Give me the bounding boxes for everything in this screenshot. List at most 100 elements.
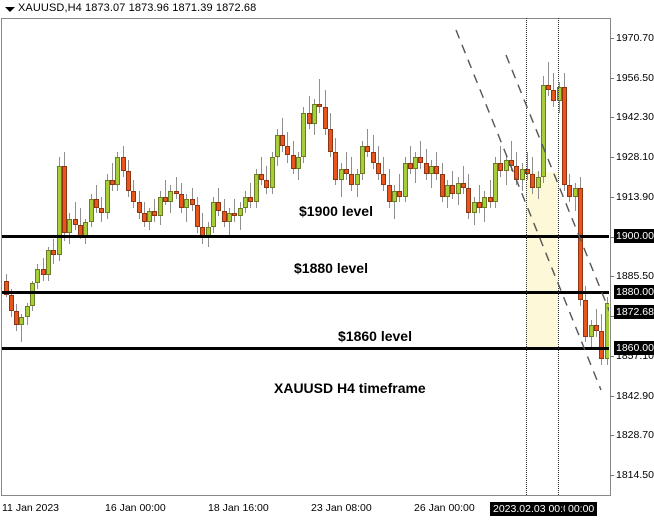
candle-body-bearish [221, 210, 227, 222]
candle-body-bullish [147, 210, 153, 222]
candle-body-bullish [56, 165, 62, 256]
candle-body-bullish [482, 196, 488, 208]
candle-body-bullish [46, 249, 52, 275]
candle-body-bearish [476, 202, 482, 208]
candle-body-bullish [168, 190, 174, 203]
candle-wick [218, 188, 220, 217]
time-label-highlighted-secondary: 00:00 [565, 502, 598, 516]
candle-body-bearish [99, 207, 105, 214]
time-axis-label: 16 Jan 00:00 [105, 502, 166, 514]
annotation-text[interactable]: XAUUSD H4 timeframe [274, 380, 426, 396]
candle-body-bullish [24, 305, 30, 317]
candle-body-bearish [349, 174, 355, 186]
candle-body-bearish [152, 210, 158, 217]
candle-body-bullish [88, 199, 94, 222]
annotation-text[interactable]: $1900 level [299, 203, 373, 219]
candle-body-bearish [131, 190, 137, 203]
candle-body-bearish [285, 146, 291, 155]
level-line-1880[interactable] [1, 290, 609, 294]
candle-wick [436, 151, 438, 180]
candle-body-bearish [487, 196, 493, 203]
candle-body-bearish [290, 154, 296, 169]
candle-body-bearish [386, 185, 392, 203]
price-tick [610, 355, 614, 357]
level-line-1900[interactable] [1, 234, 609, 238]
candle-body-bearish [546, 84, 552, 91]
candle-body-bullish [269, 157, 275, 189]
candle-body-bullish [35, 269, 41, 284]
candle-wick [409, 146, 411, 175]
candle-body-bearish [258, 174, 264, 180]
candle-wick [372, 135, 374, 169]
candle-body-bullish [19, 316, 25, 326]
annotation-text[interactable]: $1880 level [294, 260, 368, 276]
candle-body-bearish [232, 213, 238, 217]
candle-body-bullish [354, 174, 360, 186]
candle-body-bearish [8, 294, 14, 312]
price-tick [610, 395, 614, 397]
candle-body-bullish [540, 84, 546, 177]
candle-body-bearish [306, 112, 312, 124]
candle-body-bearish [328, 129, 334, 152]
price-tick [610, 435, 614, 437]
price-tick [610, 37, 614, 39]
candle-body-bearish [375, 163, 381, 175]
candle-wick [574, 182, 576, 211]
price-axis-label: 1970.70 [616, 31, 654, 44]
candle-wick [319, 79, 321, 113]
candle-body-bullish [402, 163, 408, 197]
candle-body-bearish [248, 196, 254, 203]
lower-descending-trendline[interactable] [505, 54, 609, 320]
candle-body-bearish [594, 325, 600, 331]
candle-body-bearish [3, 280, 9, 295]
level-line-1860[interactable] [1, 346, 609, 350]
candle-body-bearish [216, 202, 222, 211]
candle-body-bullish [104, 179, 110, 214]
price-label-highlighted: 1860.00 [614, 340, 654, 355]
candle-wick [431, 160, 433, 189]
highlight-zone [526, 172, 558, 348]
candle-body-bullish [519, 168, 525, 180]
candle-body-bullish [312, 104, 318, 124]
candle-body-bullish [30, 283, 36, 306]
candle-wick [42, 258, 44, 281]
chart-plot-area[interactable]: $1900 level $1880 level $1860 level XAUUSD … [1, 18, 609, 495]
candle-wick [340, 163, 342, 197]
candle-wick [596, 308, 598, 337]
upper-descending-trendline[interactable] [455, 29, 602, 391]
candle-body-bearish [14, 311, 20, 326]
candle-body-bearish [317, 104, 323, 107]
price-axis-label: 1828.70 [616, 429, 654, 442]
candle-body-bullish [274, 135, 280, 158]
candle-body-bearish [365, 146, 371, 152]
price-tick [610, 77, 614, 79]
candle-wick [260, 157, 262, 186]
chevron-down-icon[interactable] [5, 7, 15, 12]
candle-body-bearish [136, 202, 142, 214]
candle-wick [239, 202, 241, 231]
price-tick [610, 236, 614, 238]
candle-body-bullish [242, 196, 248, 208]
candle-body-bullish [556, 87, 562, 102]
vline-right[interactable] [558, 18, 559, 495]
candle-body-bearish [322, 107, 328, 130]
candle-wick [165, 179, 167, 205]
candle-body-bullish [413, 157, 419, 169]
time-axis[interactable]: 11 Jan 2023 16 Jan 00:00 18 Jan 16:00 23 Ja… [0, 496, 654, 523]
candle-body-bullish [471, 202, 477, 214]
candle-body-bearish [450, 185, 456, 194]
time-label-highlighted: 2023.02.03 00:00 [490, 502, 578, 516]
candle-body-bearish [62, 165, 68, 233]
annotation-text[interactable]: $1860 level [338, 328, 412, 344]
candle-wick [21, 314, 23, 343]
price-axis[interactable]: 1970.701956.501942.301928.101913.901899.… [610, 18, 654, 495]
candle-body-bearish [439, 174, 445, 197]
candle-wick [175, 177, 177, 200]
candle-body-bullish [237, 207, 243, 217]
candle-body-bullish [572, 188, 578, 197]
candle-wick [111, 163, 113, 191]
candle-body-bullish [455, 182, 461, 194]
vline-left[interactable] [526, 18, 527, 495]
price-axis-label: 1842.90 [616, 389, 654, 402]
candle-wick [399, 174, 401, 203]
